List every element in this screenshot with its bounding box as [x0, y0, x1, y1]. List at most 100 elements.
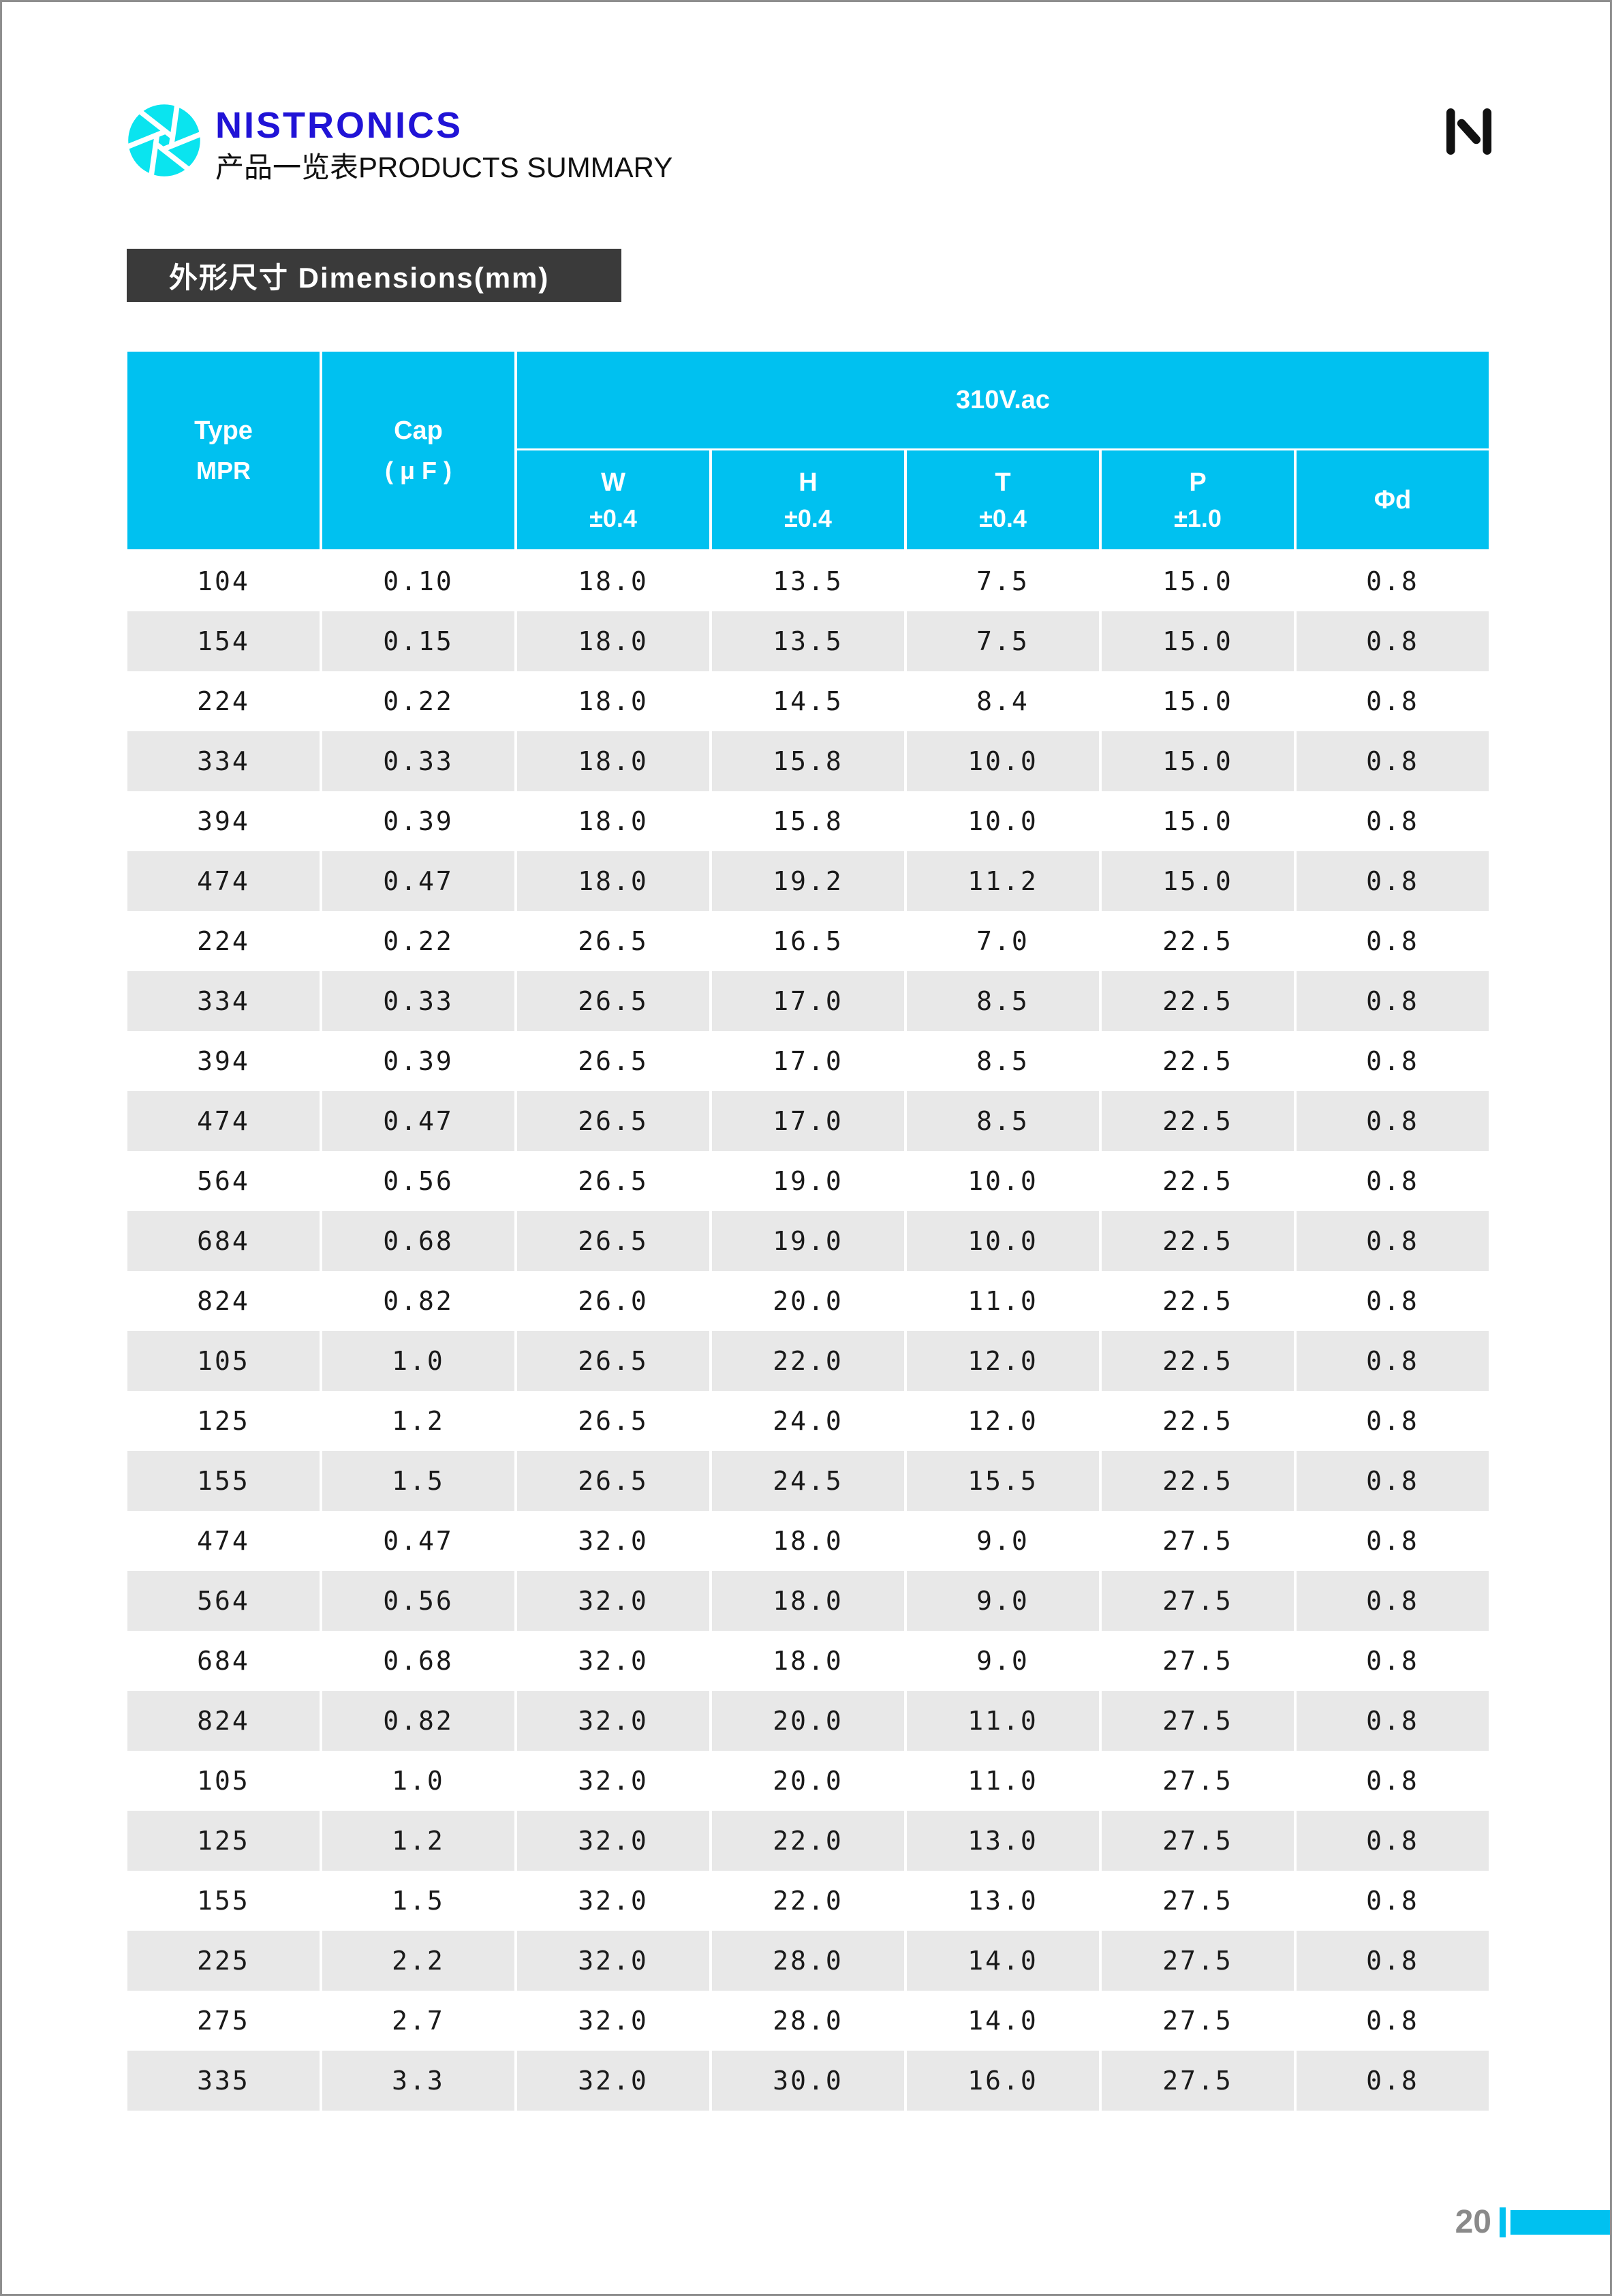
- table-cell: 26.5: [517, 1331, 709, 1391]
- table-cell: 0.47: [322, 1091, 514, 1151]
- table-cell: 0.47: [322, 851, 514, 911]
- table-cell: 3.3: [322, 2051, 514, 2111]
- table-cell: 1.0: [322, 1751, 514, 1811]
- table-cell: 564: [127, 1151, 320, 1211]
- table-row: 125 1.2 32.0 22.0 13.0 27.5 0.8: [127, 1811, 1489, 1871]
- table-row: 105 1.0 32.0 20.0 11.0 27.5 0.8: [127, 1751, 1489, 1811]
- table-cell: 20.0: [712, 1271, 904, 1331]
- table-cell: 15.0: [1102, 731, 1294, 791]
- table-cell: 334: [127, 731, 320, 791]
- logo-wordmark: NISTRONICS: [215, 105, 463, 146]
- table-row: 334 0.33 26.5 17.0 8.5 22.5 0.8: [127, 971, 1489, 1031]
- column-sub-header: W ±0.4: [517, 450, 709, 549]
- table-cell: 24.5: [712, 1451, 904, 1511]
- table-cell: 684: [127, 1631, 320, 1691]
- table-cell: 13.0: [907, 1811, 1099, 1871]
- table-row: 824 0.82 32.0 20.0 11.0 27.5 0.8: [127, 1691, 1489, 1751]
- table-cell: 0.8: [1297, 1871, 1489, 1931]
- table-cell: 27.5: [1102, 1871, 1294, 1931]
- table-cell: 22.5: [1102, 1091, 1294, 1151]
- table-cell: 22.5: [1102, 1271, 1294, 1331]
- table-cell: 125: [127, 1391, 320, 1451]
- type-header-line1: Type: [194, 416, 253, 445]
- table-cell: 224: [127, 671, 320, 731]
- table-row: 275 2.7 32.0 28.0 14.0 27.5 0.8: [127, 1991, 1489, 2051]
- table-cell: 22.5: [1102, 1031, 1294, 1091]
- table-cell: 26.5: [517, 1211, 709, 1271]
- table-cell: 224: [127, 911, 320, 971]
- table-cell: 0.8: [1297, 551, 1489, 611]
- table-row: 105 1.0 26.5 22.0 12.0 22.5 0.8: [127, 1331, 1489, 1391]
- table-cell: 8.5: [907, 1031, 1099, 1091]
- table-cell: 9.0: [907, 1571, 1099, 1631]
- table-cell: 0.39: [322, 791, 514, 851]
- table-row: 684 0.68 32.0 18.0 9.0 27.5 0.8: [127, 1631, 1489, 1691]
- table-row: 824 0.82 26.0 20.0 11.0 22.5 0.8: [127, 1271, 1489, 1331]
- table-cell: 1.5: [322, 1451, 514, 1511]
- table-cell: 2.7: [322, 1991, 514, 2051]
- table-cell: 1.2: [322, 1811, 514, 1871]
- table-cell: 0.8: [1297, 791, 1489, 851]
- table-cell: 0.82: [322, 1691, 514, 1751]
- table-cell: 16.0: [907, 2051, 1099, 2111]
- table-row: 155 1.5 32.0 22.0 13.0 27.5 0.8: [127, 1871, 1489, 1931]
- table-cell: 154: [127, 611, 320, 671]
- table-cell: 12.0: [907, 1331, 1099, 1391]
- table-cell: 19.2: [712, 851, 904, 911]
- table-cell: 11.0: [907, 1691, 1099, 1751]
- table-cell: 15.0: [1102, 551, 1294, 611]
- table-cell: 0.8: [1297, 971, 1489, 1031]
- table-cell: 11.0: [907, 1271, 1099, 1331]
- table-cell: 12.0: [907, 1391, 1099, 1451]
- table-cell: 18.0: [517, 671, 709, 731]
- table-cell: 14.0: [907, 1931, 1099, 1991]
- table-cell: 0.68: [322, 1631, 514, 1691]
- table-cell: 0.8: [1297, 1391, 1489, 1451]
- table-cell: 32.0: [517, 1571, 709, 1631]
- table-cell: 28.0: [712, 1991, 904, 2051]
- sub-header-label: H: [799, 468, 818, 497]
- table-cell: 22.5: [1102, 1151, 1294, 1211]
- table-cell: 0.8: [1297, 671, 1489, 731]
- sub-header-label: T: [995, 468, 1011, 497]
- table-cell: 27.5: [1102, 1751, 1294, 1811]
- table-cell: 11.2: [907, 851, 1099, 911]
- table-cell: 32.0: [517, 1511, 709, 1571]
- table-cell: 18.0: [517, 551, 709, 611]
- cap-header-line1: Cap: [394, 416, 443, 445]
- table-row: 474 0.47 26.5 17.0 8.5 22.5 0.8: [127, 1091, 1489, 1151]
- table-cell: 26.5: [517, 1091, 709, 1151]
- table-cell: 0.56: [322, 1151, 514, 1211]
- table-cell: 0.8: [1297, 1931, 1489, 1991]
- table-cell: 32.0: [517, 1811, 709, 1871]
- table-cell: 0.22: [322, 671, 514, 731]
- table-cell: 18.0: [517, 731, 709, 791]
- table-cell: 19.0: [712, 1151, 904, 1211]
- table-cell: 105: [127, 1751, 320, 1811]
- table-cell: 22.0: [712, 1811, 904, 1871]
- table-cell: 18.0: [712, 1631, 904, 1691]
- sub-header-tolerance: ±0.4: [589, 504, 637, 532]
- section-title-text: 外形尺寸 Dimensions(mm): [169, 261, 550, 294]
- table-cell: 15.5: [907, 1451, 1099, 1511]
- table-row: 564 0.56 32.0 18.0 9.0 27.5 0.8: [127, 1571, 1489, 1631]
- table-cell: 474: [127, 851, 320, 911]
- table-cell: 334: [127, 971, 320, 1031]
- table-cell: 30.0: [712, 2051, 904, 2111]
- table-header: Type MPR Cap ( μ F ) 310V.ac W ±0.4 H ±0.4 T…: [127, 352, 1489, 549]
- column-header-cap: Cap ( μ F ): [322, 352, 514, 549]
- table-cell: 155: [127, 1871, 320, 1931]
- page-footer: 20: [1455, 2205, 1610, 2240]
- table-cell: 15.0: [1102, 791, 1294, 851]
- table-cell: 22.5: [1102, 1211, 1294, 1271]
- table-cell: 24.0: [712, 1391, 904, 1451]
- table-cell: 18.0: [517, 791, 709, 851]
- table-cell: 0.8: [1297, 851, 1489, 911]
- table-cell: 0.8: [1297, 1091, 1489, 1151]
- table-cell: 0.33: [322, 731, 514, 791]
- table-cell: 22.5: [1102, 1451, 1294, 1511]
- column-sub-header: Φd: [1297, 450, 1489, 549]
- table-cell: 13.5: [712, 551, 904, 611]
- table-cell: 394: [127, 791, 320, 851]
- table-cell: 27.5: [1102, 1631, 1294, 1691]
